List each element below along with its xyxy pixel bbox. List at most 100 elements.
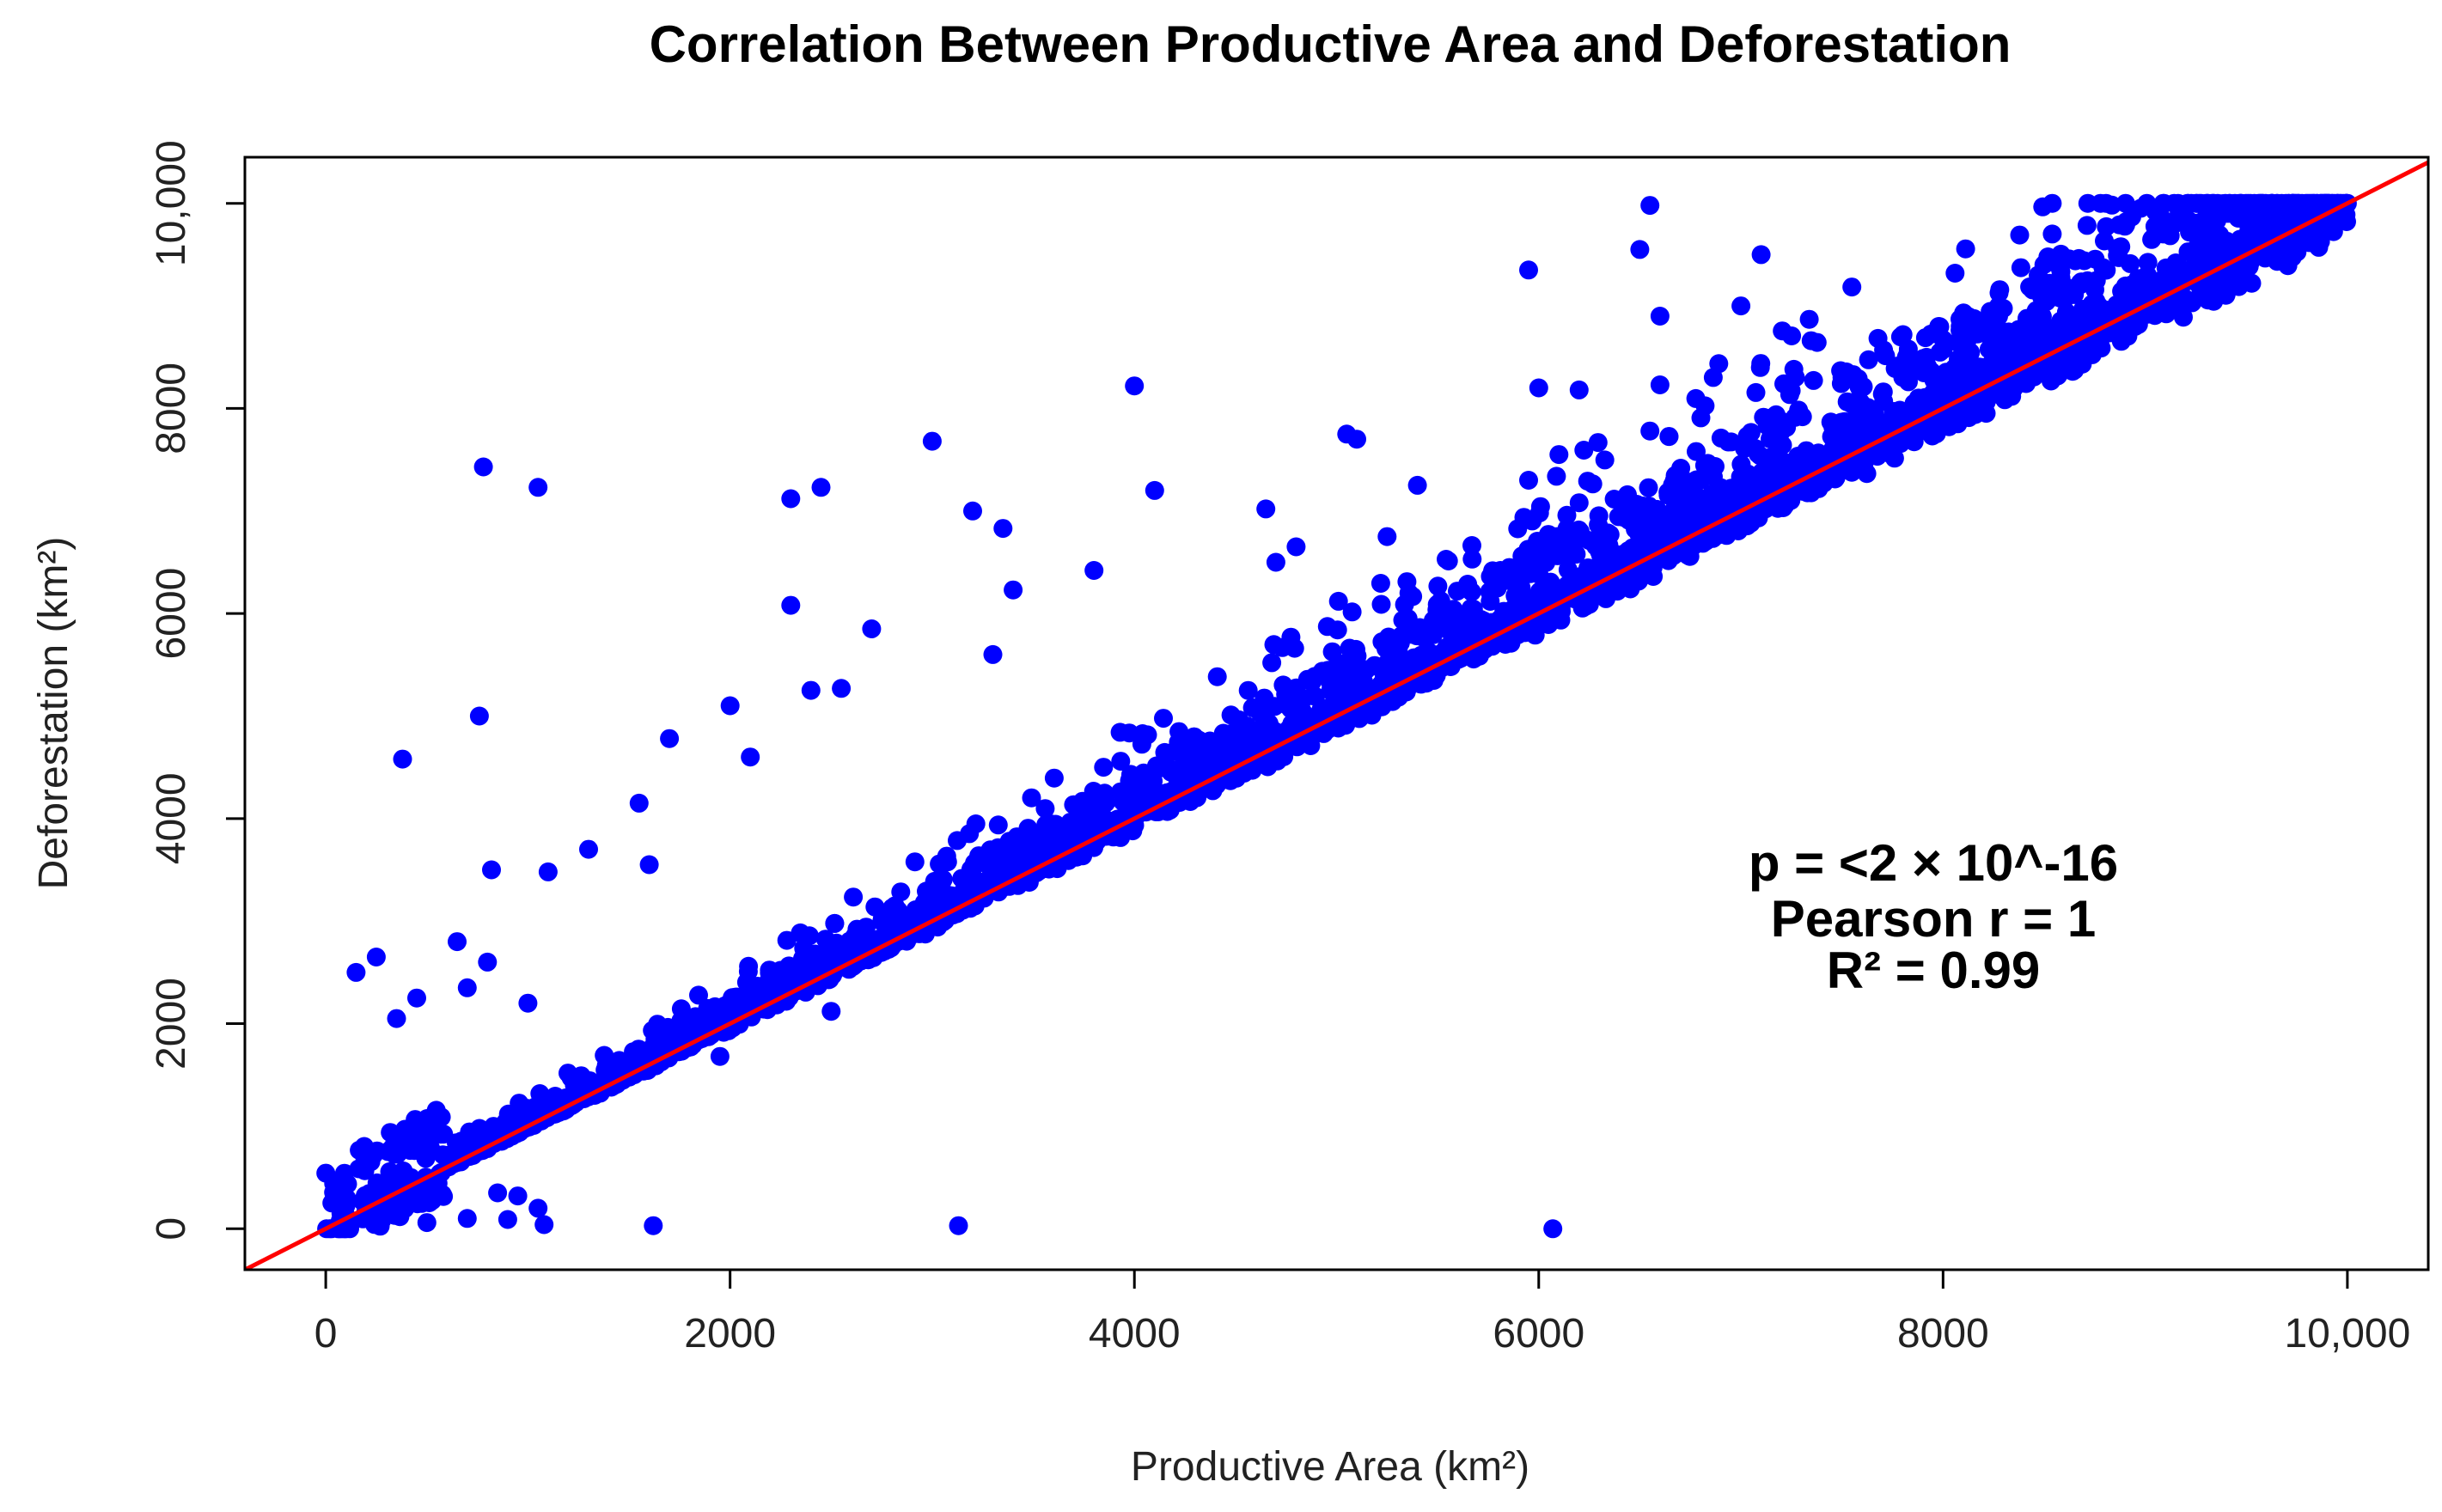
x-axis: 0 2000 4000 6000 8000 10,000 [314,1268,2410,1357]
data-point [1110,722,1130,742]
data-point [2190,221,2210,241]
data-point [364,1215,384,1235]
y-axis: 0 2000 4000 6000 8000 10,000 [149,140,247,1241]
p-value-annotation: p = <2 × 10^-16 [1749,834,2118,892]
data-point [720,696,740,716]
data-point [1508,519,1528,539]
data-point [1543,1219,1563,1239]
data-point [1579,531,1599,551]
data-point [2138,253,2158,272]
data-point [1723,486,1743,506]
data-point [2066,251,2085,271]
data-point [1889,433,1908,453]
data-point [689,985,708,1005]
data-point [1960,344,1980,363]
data-point [988,815,1008,835]
data-point [2020,277,2040,296]
data-point [760,960,779,980]
data-point [2125,316,2145,336]
data-point [922,431,942,451]
data-point [1207,667,1227,686]
data-point [1004,859,1023,879]
data-point [1428,576,1448,596]
data-point [918,900,937,920]
data-point [2018,308,2036,328]
data-point [660,729,680,748]
data-point [1379,662,1398,682]
data-point [1125,376,1145,396]
data-point [2158,259,2177,278]
data-point [777,930,797,950]
data-point [644,1216,663,1235]
data-point [2012,338,2031,357]
data-point [811,478,831,497]
data-point [2071,273,2090,293]
data-point [2080,305,2100,325]
data-point [452,1131,472,1151]
data-point [434,1125,454,1144]
data-point [1915,421,1935,441]
chart-title: Correlation Between Productive Area and … [650,15,2012,73]
data-point [1483,561,1503,581]
data-point [1965,405,1985,424]
data-point [1688,497,1708,517]
data-point [748,977,767,996]
data-point [1456,607,1475,627]
x-tick-label: 2000 [684,1311,776,1357]
data-point [801,680,821,700]
data-point [1964,308,1984,328]
data-point [1694,455,1714,475]
data-point [1922,362,1942,381]
data-point [1831,374,1851,393]
data-point [1371,594,1391,614]
data-point [2212,204,2231,223]
data-point [1797,441,1816,460]
data-point [2011,258,2030,277]
data-point [1344,646,1364,666]
x-tick-label: 4000 [1089,1311,1181,1357]
data-point [1342,602,1362,622]
data-point [1721,432,1741,452]
data-point [931,873,950,893]
data-point [1517,621,1536,640]
data-point [1397,572,1417,592]
data-point [2097,260,2116,280]
data-point [338,1174,357,1194]
data-point [1424,611,1443,631]
data-point [356,1186,375,1205]
data-point [1600,525,1620,545]
data-point [1792,407,1812,427]
data-point [1842,277,1862,297]
data-point [1407,475,1427,495]
data-point [2051,244,2071,264]
data-point [412,1112,431,1131]
data-point [419,1193,439,1212]
data-point [1264,635,1284,655]
data-point [367,1141,387,1161]
x-tick-label: 6000 [1493,1311,1584,1357]
data-point [1557,519,1577,539]
x-tick-label: 8000 [1897,1311,1989,1357]
data-point [1751,245,1771,265]
data-point [1306,686,1325,706]
regression-line [245,160,2428,1270]
data-point [1782,326,1802,345]
data-point [671,999,691,1019]
data-point [1526,559,1546,579]
data-point [1328,620,1347,640]
data-point [800,926,819,946]
data-point [340,1219,359,1239]
data-point [1650,307,1670,326]
x-axis-label: Productive Area (km²) [1131,1444,1529,1490]
data-point [983,644,1003,664]
data-point [1169,722,1189,741]
data-point [960,824,980,844]
data-point [2090,334,2109,354]
data-point [386,1132,406,1151]
data-point [781,595,801,615]
data-point [1084,561,1104,580]
data-point [417,1213,437,1233]
data-point [1111,752,1131,771]
data-point [457,1209,477,1228]
